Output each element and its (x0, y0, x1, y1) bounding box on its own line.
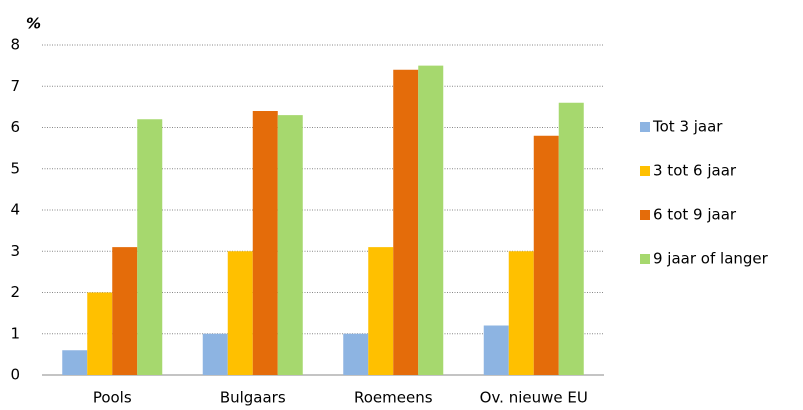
bar (393, 69, 419, 375)
y-tick-label: 6 (10, 118, 20, 136)
bar (418, 65, 444, 375)
bar (558, 102, 584, 375)
bar (62, 350, 88, 375)
bar (112, 247, 138, 375)
y-axis-label: % (26, 15, 41, 33)
bar (483, 325, 509, 375)
legend-label: 6 tot 9 jaar (653, 206, 737, 224)
y-tick-label: 5 (10, 159, 20, 177)
bar (343, 333, 369, 375)
y-tick-label: 0 (10, 366, 20, 384)
bar (137, 119, 163, 375)
legend-swatch (640, 254, 650, 264)
bar (252, 111, 278, 375)
legend-label: 9 jaar of langer (653, 250, 769, 268)
bar (227, 251, 253, 375)
bar (533, 135, 559, 375)
x-tick-label: Pools (93, 389, 132, 407)
y-tick-label: 3 (10, 242, 20, 260)
bar (508, 251, 534, 375)
y-tick-label: 1 (10, 324, 20, 342)
bar (277, 115, 303, 375)
y-tick-label: 7 (10, 77, 20, 95)
legend-swatch (640, 166, 650, 176)
x-tick-label: Bulgaars (220, 389, 286, 407)
bar (87, 292, 113, 375)
y-tick-label: 2 (10, 283, 20, 301)
x-tick-label: Roemeens (354, 389, 433, 407)
legend-label: 3 tot 6 jaar (653, 162, 737, 180)
legend-swatch (640, 210, 650, 220)
y-tick-label: 4 (10, 201, 20, 219)
bar (202, 333, 228, 375)
legend-swatch (640, 122, 650, 132)
y-tick-label: 8 (10, 36, 20, 54)
legend-label: Tot 3 jaar (652, 118, 723, 136)
bar (368, 247, 394, 375)
x-tick-label: Ov. nieuwe EU (480, 389, 588, 407)
